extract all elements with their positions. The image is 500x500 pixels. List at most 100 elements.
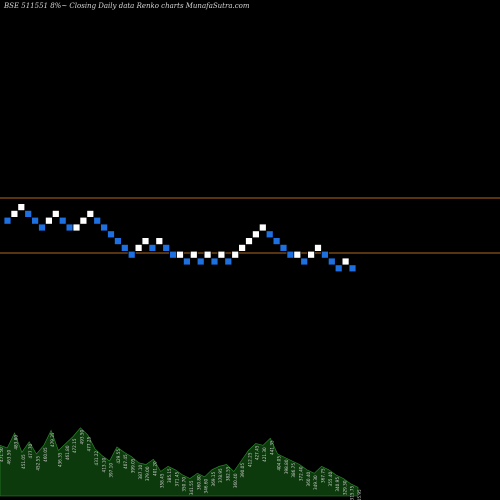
renko-brick-up bbox=[189, 250, 198, 259]
volume-label: 412.25 bbox=[247, 452, 252, 467]
volume-label: 436.35 bbox=[57, 452, 62, 467]
renko-brick-up bbox=[141, 237, 150, 246]
volume-label: 463.50 bbox=[6, 450, 11, 465]
renko-brick-down bbox=[120, 243, 129, 252]
volume-label: 493.50 bbox=[79, 429, 84, 444]
volume-label: 431.22 bbox=[94, 450, 99, 465]
volume-label: 340.95 bbox=[335, 477, 340, 492]
renko-brick-down bbox=[348, 264, 357, 273]
volume-area-path bbox=[0, 427, 359, 497]
renko-brick-down bbox=[38, 223, 46, 232]
volume-label: 378.95 bbox=[218, 468, 223, 483]
renko-brick-down bbox=[3, 216, 12, 225]
volume-label: 387.10 bbox=[138, 464, 143, 479]
renko-brick-down bbox=[169, 250, 178, 259]
renko-brick-up bbox=[314, 243, 322, 252]
renko-brick-down bbox=[100, 223, 108, 232]
volume-label: 360.80 bbox=[196, 475, 201, 490]
volume-label: 483.80 bbox=[14, 435, 19, 450]
renko-brick-up bbox=[79, 216, 88, 225]
volume-label: 413.10 bbox=[101, 457, 106, 472]
volume-label: 350.70 bbox=[182, 477, 187, 492]
volume-label: 477.70 bbox=[28, 443, 33, 458]
renko-brick-up bbox=[217, 250, 226, 259]
volume-label: 372.40 bbox=[299, 466, 304, 481]
renko-brick-up bbox=[45, 216, 53, 225]
renko-brick-down bbox=[224, 257, 233, 266]
volume-labels: 471.50 463.50483.80451.05477.70452.55460.… bbox=[0, 429, 362, 500]
volume-label: 407.45 bbox=[123, 454, 128, 469]
renko-brick-up bbox=[155, 237, 164, 246]
volume-label: 379.00 bbox=[145, 466, 150, 481]
volume-label: 477.25 bbox=[87, 436, 92, 451]
volume-label: 346.60 bbox=[204, 478, 209, 493]
renko-brick-up bbox=[245, 237, 253, 246]
volume-label: 360.40 bbox=[233, 473, 238, 488]
volume-label: 358.45 bbox=[160, 473, 165, 488]
volume-label: 471.50 bbox=[0, 447, 4, 462]
renko-brick-down bbox=[93, 216, 102, 225]
volume-label: 385.15 bbox=[167, 468, 172, 483]
renko-brick-up bbox=[251, 230, 260, 239]
renko-brick-up bbox=[307, 250, 316, 259]
volume-label: 404.05 bbox=[277, 456, 282, 471]
renko-brick-down bbox=[272, 237, 281, 246]
renko-brick-down bbox=[24, 209, 33, 218]
renko-brick-down bbox=[286, 250, 295, 259]
volume-area bbox=[0, 427, 359, 497]
volume-label: 397.10 bbox=[109, 463, 114, 478]
volume-label: 349.30 bbox=[313, 475, 318, 490]
renko-brick-down bbox=[162, 243, 171, 252]
renko-brick-up bbox=[341, 257, 350, 266]
renko-brick-up bbox=[134, 243, 143, 252]
renko-brick-down bbox=[334, 264, 343, 273]
volume-label: 386.75 bbox=[291, 463, 296, 478]
renko-brick-down bbox=[148, 243, 157, 252]
renko-brick-up bbox=[238, 243, 247, 252]
volume-label: 479.35 bbox=[50, 432, 55, 447]
renko-brick-up bbox=[258, 223, 267, 232]
volume-label: 399.05 bbox=[131, 458, 136, 473]
volume-label: 329.30 bbox=[342, 480, 347, 495]
renko-brick-up bbox=[293, 250, 302, 259]
renko-brick-down bbox=[127, 250, 136, 259]
renko-brick-up bbox=[17, 203, 26, 212]
renko-brick-down bbox=[210, 257, 219, 266]
renko-brick-up bbox=[51, 209, 60, 218]
renko-brick-down bbox=[300, 257, 309, 266]
renko-brick-up bbox=[203, 250, 212, 259]
renko-brick-up bbox=[176, 250, 184, 259]
volume-label: 452.55 bbox=[36, 456, 41, 471]
renko-brick-down bbox=[327, 257, 336, 266]
renko-brick-down bbox=[31, 216, 40, 225]
volume-label: 461.80 bbox=[65, 445, 70, 460]
volume-label: 315.75 bbox=[350, 485, 355, 500]
renko-brick-down bbox=[279, 243, 288, 252]
price-level-lines bbox=[0, 197, 500, 254]
renko-brick-down bbox=[196, 257, 205, 266]
renko-brick-down bbox=[58, 216, 67, 225]
volume-label: 441.35 bbox=[269, 440, 274, 455]
volume-label: 382.55 bbox=[226, 466, 231, 481]
renko-brick-down bbox=[65, 223, 74, 232]
volume-label: 305.95 bbox=[357, 489, 362, 500]
volume-label: 427.45 bbox=[255, 445, 260, 460]
volume-label: 472.15 bbox=[72, 438, 77, 453]
renko-brick-down bbox=[107, 230, 115, 239]
volume-label: 390.05 bbox=[240, 463, 245, 478]
renko-brick-down bbox=[182, 257, 191, 266]
renko-brick-up bbox=[231, 250, 240, 259]
renko-bricks bbox=[3, 203, 357, 273]
renko-brick-down bbox=[114, 237, 122, 246]
volume-label: 355.40 bbox=[328, 471, 333, 486]
renko-brick-up bbox=[86, 209, 95, 218]
volume-label: 398.80 bbox=[284, 459, 289, 474]
volume-label: 360.40 bbox=[306, 471, 311, 486]
renko-brick-up bbox=[72, 223, 81, 232]
renko-brick-up bbox=[10, 209, 19, 218]
volume-label: 460.05 bbox=[43, 447, 48, 462]
volume-label: 451.05 bbox=[21, 454, 26, 469]
volume-label: 367.75 bbox=[321, 468, 326, 483]
